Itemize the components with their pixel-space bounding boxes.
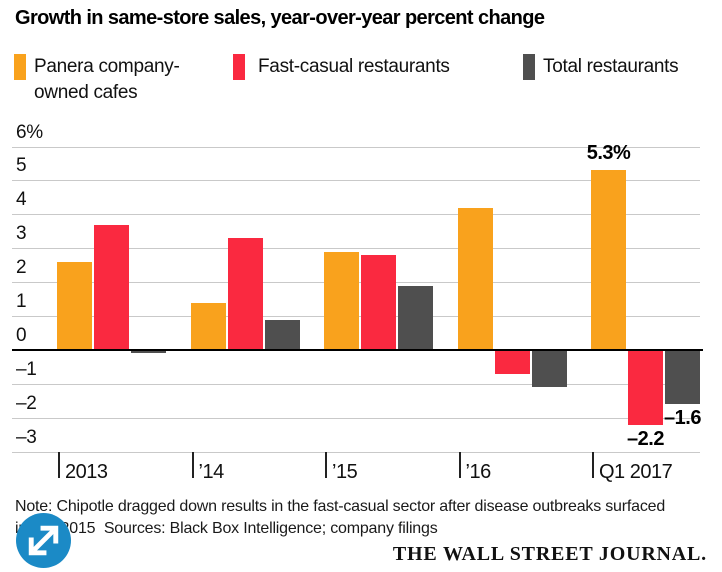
wsj-logo: THE WALL STREET JOURNAL. [392, 543, 707, 565]
chart-title: Growth in same-store sales, year-over-ye… [15, 7, 545, 29]
legend-label-panera: Panera company- owned cafes [34, 54, 180, 106]
legend-swatch-fast-casual [233, 54, 245, 80]
bar-fast-casual-15 [361, 255, 396, 350]
x-axis-label-14: ’14 [198, 461, 225, 483]
x-axis-tick-2013 [58, 452, 60, 478]
gridline-3 [12, 248, 700, 250]
bar-total-16 [531, 351, 567, 388]
value-label-panera-q1-2017: 5.3% [586, 142, 631, 165]
value-label-total-q1-2017: –1.6 [664, 407, 701, 430]
x-axis-label-15: ’15 [332, 461, 358, 483]
bar-panera-15 [324, 251, 359, 350]
footnote-line-1: Note: Chipotle dragged down results in t… [15, 498, 666, 515]
legend-label-line-1: Panera company- [34, 56, 180, 77]
y-axis-label-5: 5 [16, 155, 27, 177]
bar-total-14 [264, 319, 300, 350]
x-axis-tick-14 [191, 452, 194, 478]
x-axis-tick-16 [458, 452, 461, 478]
legend-swatch-panera [14, 54, 26, 80]
x-axis-tick-q1-2017 [592, 452, 594, 478]
y-axis-label-6: 6% [16, 121, 43, 143]
expand-button[interactable] [16, 513, 71, 568]
legend-label-total: Total restaurants [543, 56, 679, 77]
footnote-line-2: in late 2015 Sources: Black Box Intellig… [15, 520, 438, 537]
bar-panera-2013 [57, 261, 92, 350]
expand-arrows-icon [28, 525, 59, 556]
value-label-fast-casual-q1-2017: –2.2 [627, 427, 664, 450]
bar-fast-casual-16 [494, 351, 530, 374]
legend-label-fast-casual: Fast-casual restaurants [258, 56, 450, 77]
x-axis-label-q1-2017: Q1 2017 [599, 461, 673, 483]
gridline--1 [12, 383, 700, 385]
bar-total-2013 [131, 351, 166, 354]
y-axis-label-1: 1 [16, 291, 27, 313]
bar-fast-casual-14 [227, 238, 263, 350]
bar-fast-casual-2013 [94, 224, 129, 350]
y-axis-label--2: –2 [16, 392, 37, 414]
y-axis-label--3: –3 [16, 426, 37, 448]
gridline-4 [12, 214, 700, 216]
y-axis-label--1: –1 [16, 358, 37, 380]
gridline-6 [12, 146, 700, 148]
gridline--2 [12, 417, 700, 419]
zero-baseline [12, 349, 703, 351]
legend-label-line-2: owned cafes [34, 82, 138, 103]
x-axis-label-16: ’16 [465, 461, 492, 483]
y-axis-label-2: 2 [16, 257, 27, 279]
y-axis-label-4: 4 [16, 189, 27, 211]
y-axis-label-0: 0 [16, 325, 27, 346]
bar-fast-casual-q1-2017 [628, 351, 663, 425]
bar-panera-14 [190, 302, 226, 350]
x-axis-tick-15 [325, 452, 327, 478]
x-axis-label-2013: 2013 [65, 461, 108, 483]
gridline--3 [12, 451, 700, 453]
bar-total-q1-2017 [665, 351, 700, 405]
y-axis-label-3: 3 [16, 223, 27, 245]
bar-total-15 [398, 285, 433, 350]
bar-panera-q1-2017 [591, 170, 626, 350]
legend-swatch-total [523, 54, 535, 80]
gridline-5 [12, 180, 700, 182]
bar-panera-16 [457, 207, 493, 350]
